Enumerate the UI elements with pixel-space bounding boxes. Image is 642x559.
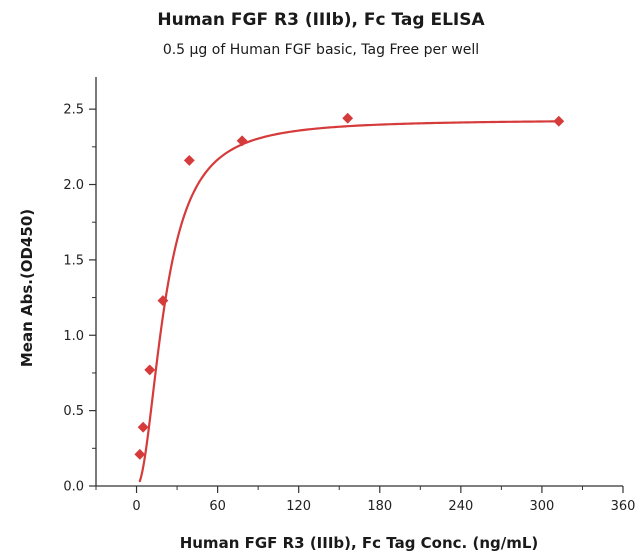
plot-area: 0 60 120 180 240 300 360 0.0 0.5 1.0 1.5 2.0 2.5	[63, 77, 635, 514]
x-tick-label: 60	[209, 499, 226, 514]
x-axis-label: Human FGF R3 (IIIb), Fc Tag Conc. (ng/mL…	[180, 534, 539, 552]
y-tick-label: 0.0	[63, 480, 84, 495]
x-tick-label: 0	[132, 499, 140, 514]
chart-title: Human FGF R3 (IIIb), Fc Tag ELISA	[157, 10, 485, 30]
y-axis-label: Mean Abs.(OD450)	[18, 209, 36, 367]
data-point-marker	[342, 112, 354, 124]
y-tick-label: 2.5	[63, 103, 84, 118]
x-tick-label: 360	[611, 499, 636, 514]
data-point-marker	[137, 421, 149, 433]
data-point-marker	[144, 364, 156, 376]
fit-curve	[138, 120, 560, 483]
data-point-marker	[553, 115, 565, 127]
y-tick-label: 1.5	[63, 253, 84, 268]
data-point-marker	[236, 135, 248, 147]
data-point-marker	[183, 154, 195, 166]
x-tick-label: 120	[286, 499, 311, 514]
x-tick-label: 180	[367, 499, 392, 514]
data-point-marker	[157, 295, 169, 307]
y-tick-label: 0.5	[63, 404, 84, 419]
data-point-marker	[134, 448, 146, 460]
x-tick-label: 300	[530, 499, 555, 514]
y-tick-label: 1.0	[63, 329, 84, 344]
chart-subtitle: 0.5 μg of Human FGF basic, Tag Free per …	[163, 42, 479, 58]
x-tick-label: 240	[448, 499, 473, 514]
y-tick-label: 2.0	[63, 178, 84, 193]
